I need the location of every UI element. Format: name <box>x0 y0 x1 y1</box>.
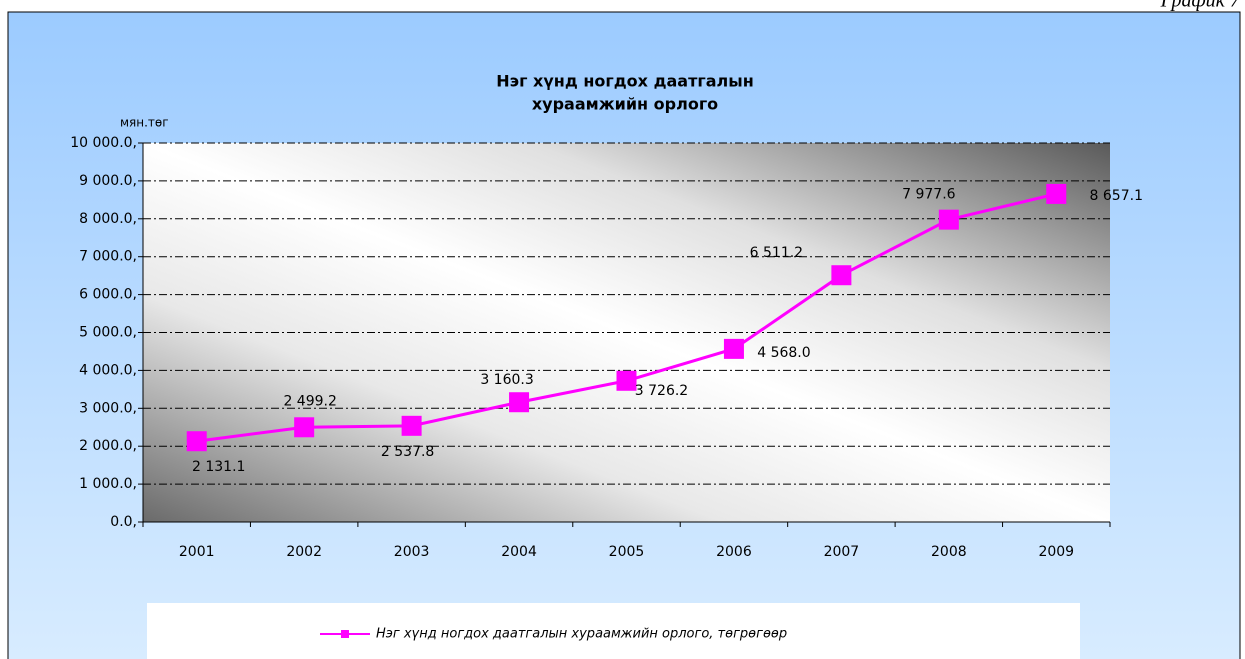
data-label: 2 537.8 <box>381 444 434 460</box>
y-tick-label: 10 000.0, <box>70 135 137 151</box>
y-axis-label: мян.төг <box>120 116 169 130</box>
x-tick-label: 2002 <box>286 544 322 560</box>
data-label: 2 499.2 <box>283 393 336 409</box>
x-tick-label: 2008 <box>931 544 967 560</box>
chart-title: хураамжийн орлого <box>532 95 718 114</box>
data-point <box>294 417 315 438</box>
y-tick-label: 2 000.0, <box>79 438 137 454</box>
y-tick-label: 3 000.0, <box>79 400 137 416</box>
data-point <box>509 392 530 413</box>
y-tick-label: 7 000.0, <box>79 249 137 265</box>
data-label: 8 657.1 <box>1090 188 1143 204</box>
data-point <box>831 265 852 286</box>
data-point <box>938 209 959 230</box>
y-tick-label: 9 000.0, <box>79 173 137 189</box>
legend-label: Нэг хүнд ногдох даатгалын хураамжийн орл… <box>376 627 787 642</box>
y-tick-label: 6 000.0, <box>79 287 137 303</box>
legend <box>147 603 1080 659</box>
x-tick-label: 2005 <box>609 544 645 560</box>
x-tick-label: 2006 <box>716 544 752 560</box>
data-label: 3 160.3 <box>480 372 533 388</box>
y-tick-label: 4 000.0, <box>79 362 137 378</box>
x-tick-label: 2009 <box>1038 544 1074 560</box>
x-tick-label: 2004 <box>501 544 537 560</box>
data-point <box>616 370 637 391</box>
data-label: 6 511.2 <box>750 245 803 261</box>
data-label: 2 131.1 <box>192 459 245 475</box>
caption: График 7 <box>1160 0 1241 12</box>
data-label: 7 977.6 <box>902 187 956 203</box>
data-label: 3 726.2 <box>635 383 688 399</box>
y-tick-label: 8 000.0, <box>79 211 137 227</box>
data-point <box>401 415 422 436</box>
y-tick-label: 0.0, <box>110 514 137 530</box>
data-point <box>186 431 207 452</box>
x-tick-label: 2001 <box>179 544 215 560</box>
x-tick-label: 2007 <box>824 544 860 560</box>
data-label: 4 568.0 <box>757 345 810 361</box>
y-tick-label: 1 000.0, <box>79 476 137 492</box>
data-point <box>723 338 744 359</box>
y-tick-label: 5 000.0, <box>79 325 137 341</box>
x-tick-label: 2003 <box>394 544 430 560</box>
chart-title: Нэг хүнд ногдох даатгалын <box>496 72 754 91</box>
legend-marker <box>341 630 349 638</box>
data-point <box>1046 183 1067 204</box>
